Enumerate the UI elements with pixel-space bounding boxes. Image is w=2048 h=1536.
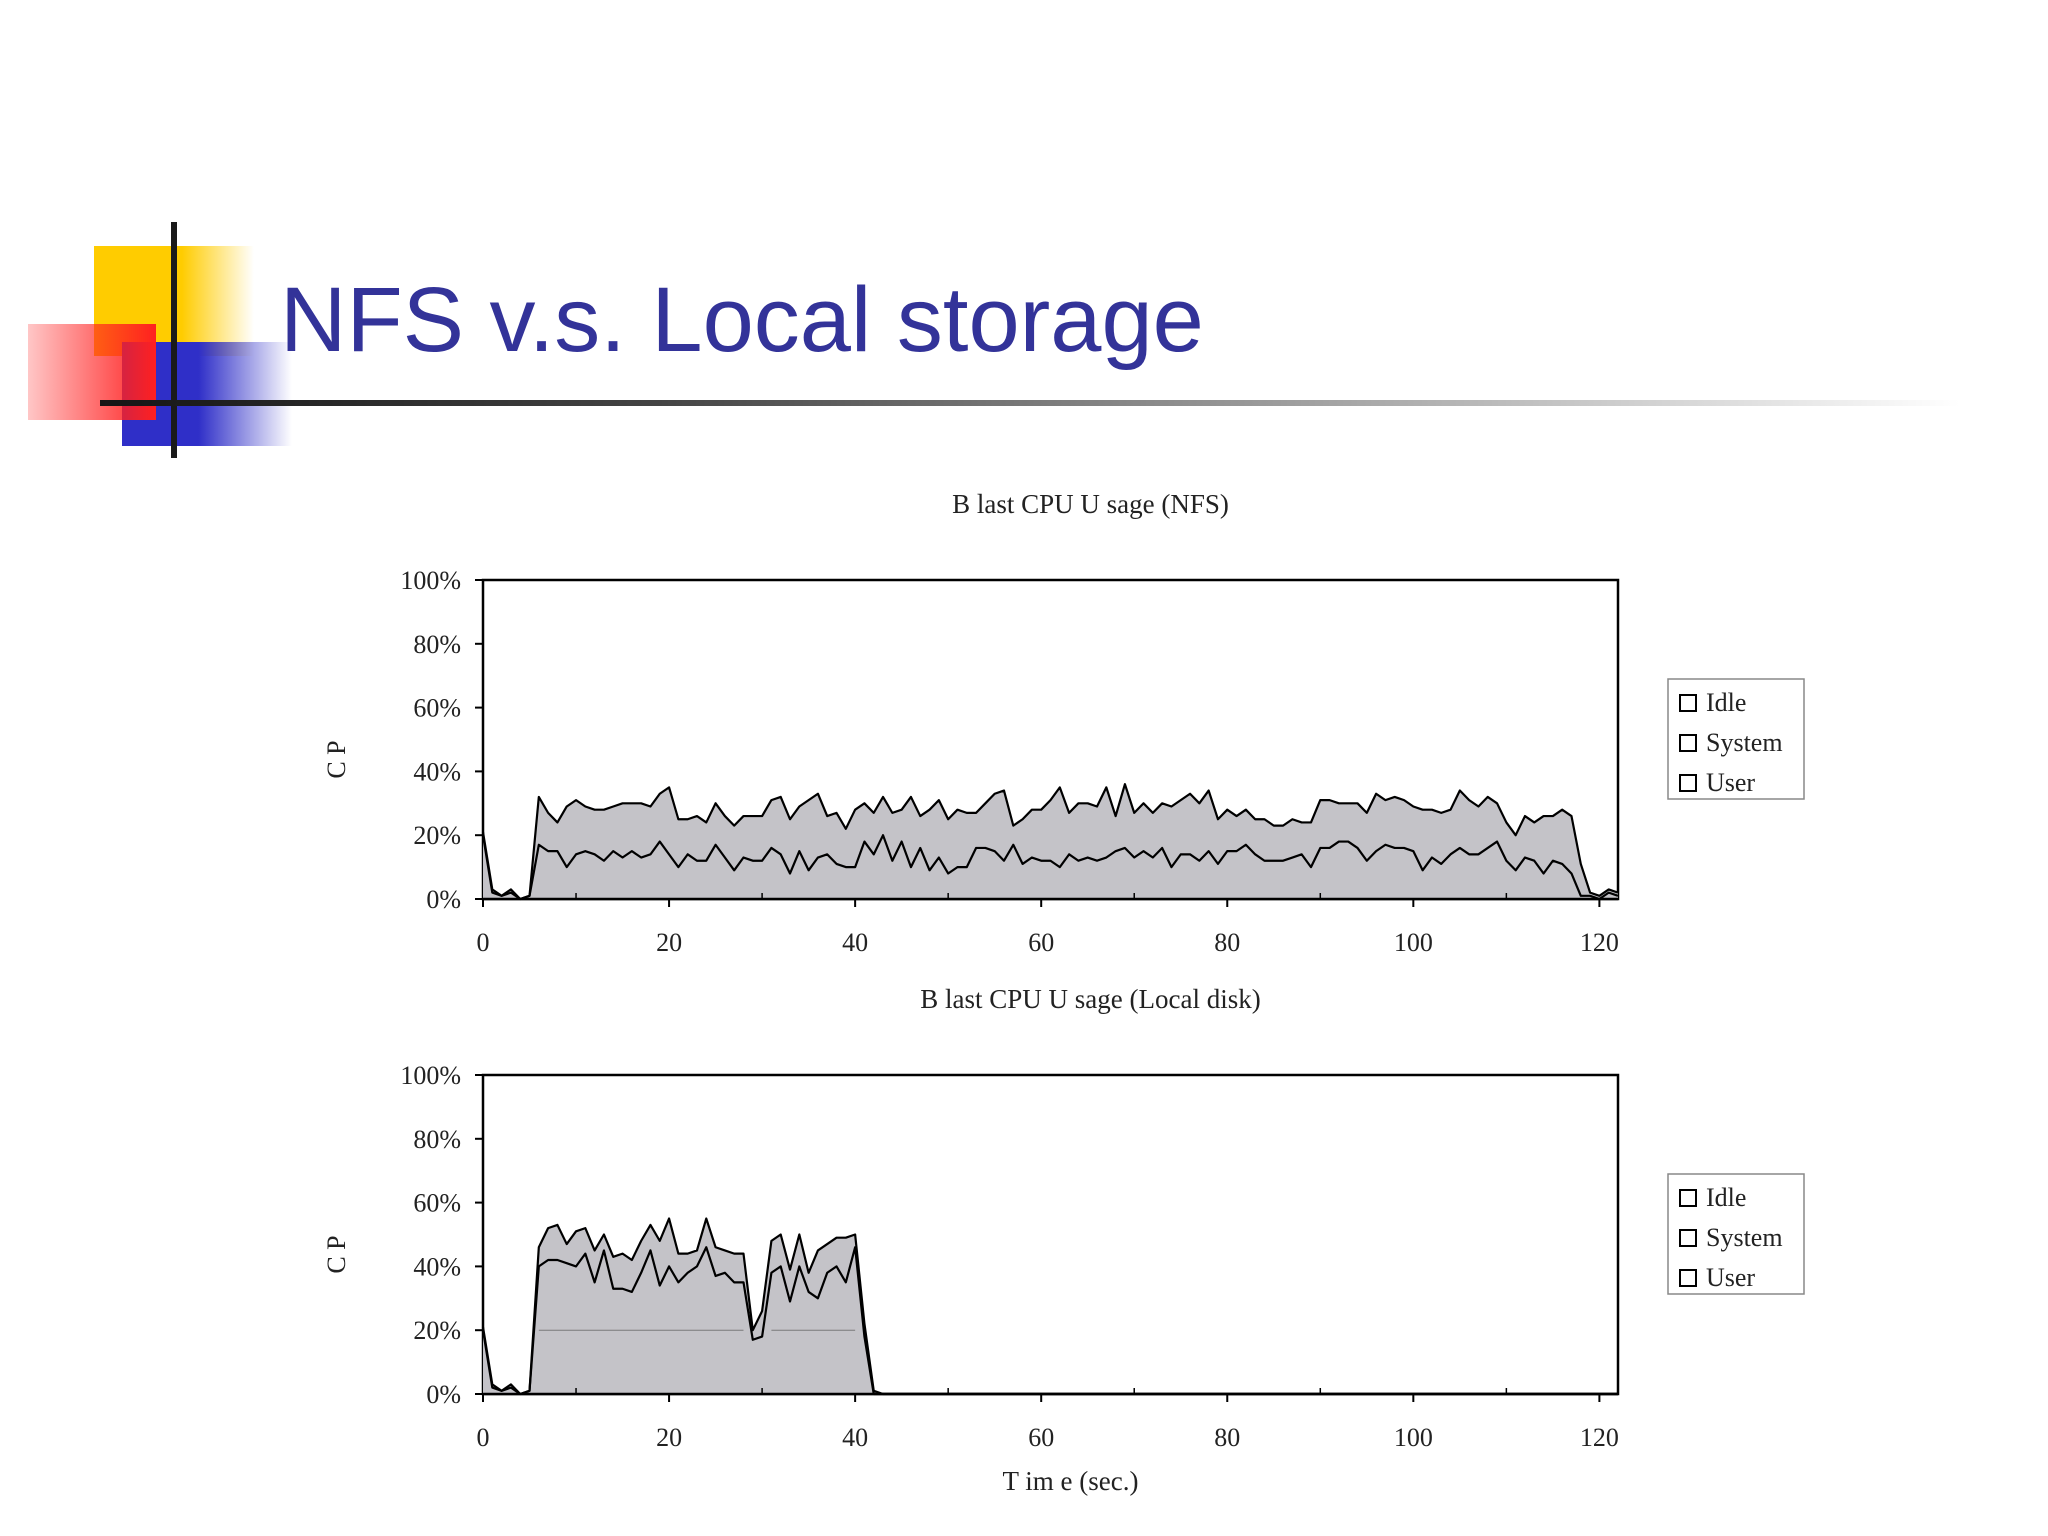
legend-label: Idle bbox=[1706, 688, 1746, 717]
legend-label: User bbox=[1706, 1263, 1755, 1292]
legend-swatch bbox=[1679, 1189, 1697, 1207]
legend: Idle System User bbox=[1667, 1173, 1805, 1295]
y-axis-label: C P bbox=[322, 740, 351, 778]
legend-swatch bbox=[1679, 694, 1697, 712]
y-tick-label: 60% bbox=[413, 1189, 461, 1218]
legend-swatch bbox=[1679, 734, 1697, 752]
x-tick-label: 120 bbox=[1580, 928, 1619, 957]
legend-label: Idle bbox=[1706, 1183, 1746, 1212]
legend-label: System bbox=[1706, 1223, 1783, 1252]
y-tick-label: 20% bbox=[413, 821, 461, 850]
y-tick-label: 80% bbox=[413, 1125, 461, 1154]
x-tick-label: 60 bbox=[1028, 1423, 1054, 1452]
y-tick-label: 100% bbox=[400, 1061, 461, 1090]
y-tick-label: 0% bbox=[426, 1380, 461, 1409]
x-tick-label: 80 bbox=[1214, 928, 1240, 957]
x-tick-label: 20 bbox=[656, 928, 682, 957]
y-tick-label: 20% bbox=[413, 1316, 461, 1345]
x-tick-label: 60 bbox=[1028, 928, 1054, 957]
legend-swatch bbox=[1679, 1229, 1697, 1247]
area-user bbox=[483, 835, 1618, 899]
y-tick-label: 40% bbox=[413, 757, 461, 786]
y-tick-label: 60% bbox=[413, 694, 461, 723]
x-tick-label: 100 bbox=[1394, 1423, 1433, 1452]
legend-label: System bbox=[1706, 728, 1783, 757]
chart-title: B last CPU U sage (Local disk) bbox=[920, 984, 1260, 1014]
title-underline bbox=[100, 400, 1960, 406]
legend-swatch bbox=[1679, 774, 1697, 792]
x-tick-label: 40 bbox=[842, 928, 868, 957]
y-tick-label: 80% bbox=[413, 630, 461, 659]
chart-1: B last CPU U sage (Local disk) 0% 20% 40% 60… bbox=[322, 984, 1805, 1496]
series-line-user bbox=[481, 834, 1619, 901]
x-tick-label: 40 bbox=[842, 1423, 868, 1452]
legend-swatch bbox=[1679, 1269, 1697, 1287]
x-tick-label: 80 bbox=[1214, 1423, 1240, 1452]
x-tick-label: 0 bbox=[477, 928, 490, 957]
chart-0: B last CPU U sage (NFS) 0% 20% 40% 60% 80% 100… bbox=[322, 489, 1805, 957]
y-tick-label: 100% bbox=[400, 566, 461, 595]
x-tick-label: 20 bbox=[656, 1423, 682, 1452]
x-tick-label: 100 bbox=[1394, 928, 1433, 957]
x-tick-label: 0 bbox=[477, 1423, 490, 1452]
x-axis-label: T im e (sec.) bbox=[1003, 1466, 1139, 1496]
vertical-decor-bar bbox=[171, 222, 177, 458]
series-line-system bbox=[481, 783, 1619, 901]
legend: Idle System User bbox=[1667, 678, 1805, 800]
area-user bbox=[483, 1247, 1618, 1394]
y-tick-label: 0% bbox=[426, 885, 461, 914]
y-tick-label: 40% bbox=[413, 1252, 461, 1281]
chart-title: B last CPU U sage (NFS) bbox=[952, 489, 1229, 519]
slide-title: NFS v.s. Local storage bbox=[280, 269, 1204, 371]
y-axis-label: C P bbox=[322, 1235, 351, 1273]
legend-label: User bbox=[1706, 768, 1755, 797]
x-tick-label: 120 bbox=[1580, 1423, 1619, 1452]
